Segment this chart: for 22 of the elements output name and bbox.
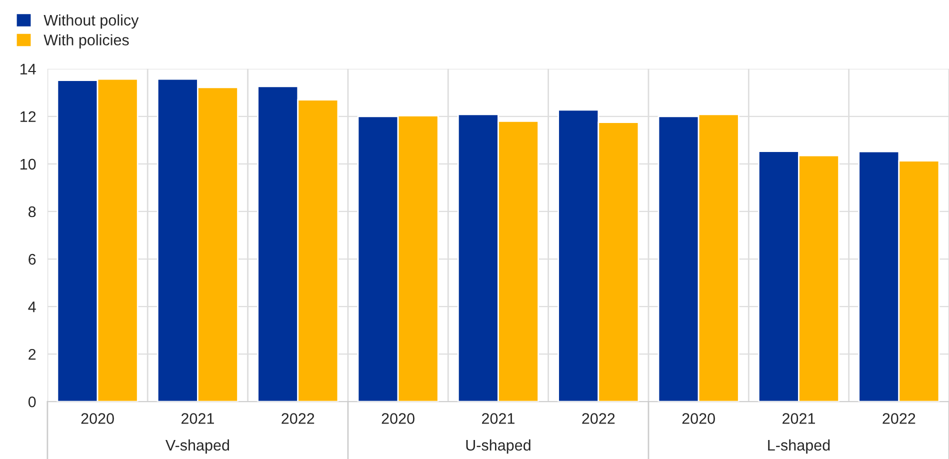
x-tick-label: 2021 [482,413,514,424]
legend-label: With policies [44,34,129,48]
text: V-shaped [165,439,230,454]
x-tick-label: 2020 [382,413,414,424]
legend-label: Without policy [44,14,139,29]
y-tick-label: 8 [28,206,36,218]
x-tick-label: 2020 [682,413,715,424]
y-tick-label: 0 [28,396,36,408]
y-tick-label: 12 [20,111,36,122]
x-tick-label: 2021 [181,413,214,424]
x-tick-label: 2021 [782,413,815,424]
text: U-shaped [466,439,530,454]
y-tick-label: 10 [20,158,36,170]
x-tick-label: 2022 [282,413,314,424]
y-tick-label: 2 [28,348,36,360]
x-tick-label: 2020 [81,413,114,424]
y-tick-label: 6 [28,254,36,265]
x-tick-label: 2022 [582,413,615,424]
y-tick-label: 4 [28,302,36,312]
text: L-shaped [768,439,830,454]
x-tick-label: 2022 [882,413,916,424]
y-tick-label: 14 [20,64,36,74]
